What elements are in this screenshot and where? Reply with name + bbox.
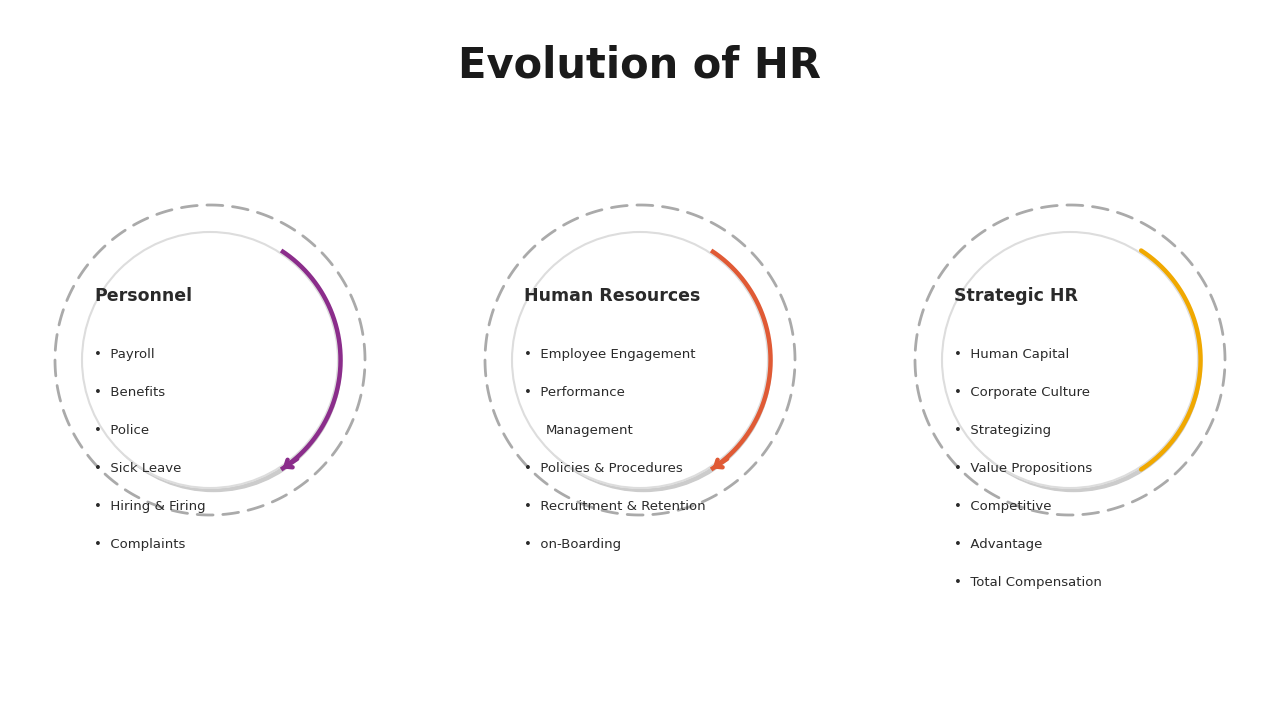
Circle shape <box>512 232 768 488</box>
Circle shape <box>516 235 772 492</box>
Text: Strategic HR: Strategic HR <box>954 287 1078 305</box>
Text: Human Resources: Human Resources <box>524 287 700 305</box>
Text: •  Human Capital: • Human Capital <box>954 348 1069 361</box>
Text: •  Total Compensation: • Total Compensation <box>954 576 1102 589</box>
Text: Evolution of HR: Evolution of HR <box>458 44 822 86</box>
Circle shape <box>942 232 1198 488</box>
Text: •  Value Propositions: • Value Propositions <box>954 462 1092 475</box>
Text: •  Payroll: • Payroll <box>93 348 155 361</box>
Circle shape <box>82 232 338 488</box>
Text: •  Benefits: • Benefits <box>93 386 165 399</box>
Text: •  Employee Engagement: • Employee Engagement <box>524 348 695 361</box>
Text: •  Corporate Culture: • Corporate Culture <box>954 386 1091 399</box>
Circle shape <box>86 235 342 492</box>
Text: •  Recruitment & Retention: • Recruitment & Retention <box>524 500 705 513</box>
Text: •  Hiring & Firing: • Hiring & Firing <box>93 500 206 513</box>
Text: •  Police: • Police <box>93 424 150 437</box>
Text: •  Competitive: • Competitive <box>954 500 1051 513</box>
Text: •  Advantage: • Advantage <box>954 538 1042 551</box>
Text: •  Policies & Procedures: • Policies & Procedures <box>524 462 682 475</box>
Text: •  on-Boarding: • on-Boarding <box>524 538 621 551</box>
Text: Personnel: Personnel <box>93 287 192 305</box>
Text: •  Sick Leave: • Sick Leave <box>93 462 182 475</box>
Circle shape <box>946 235 1202 492</box>
Text: •  Complaints: • Complaints <box>93 538 186 551</box>
Text: •  Strategizing: • Strategizing <box>954 424 1051 437</box>
Text: Management: Management <box>547 424 634 437</box>
Text: •  Performance: • Performance <box>524 386 625 399</box>
